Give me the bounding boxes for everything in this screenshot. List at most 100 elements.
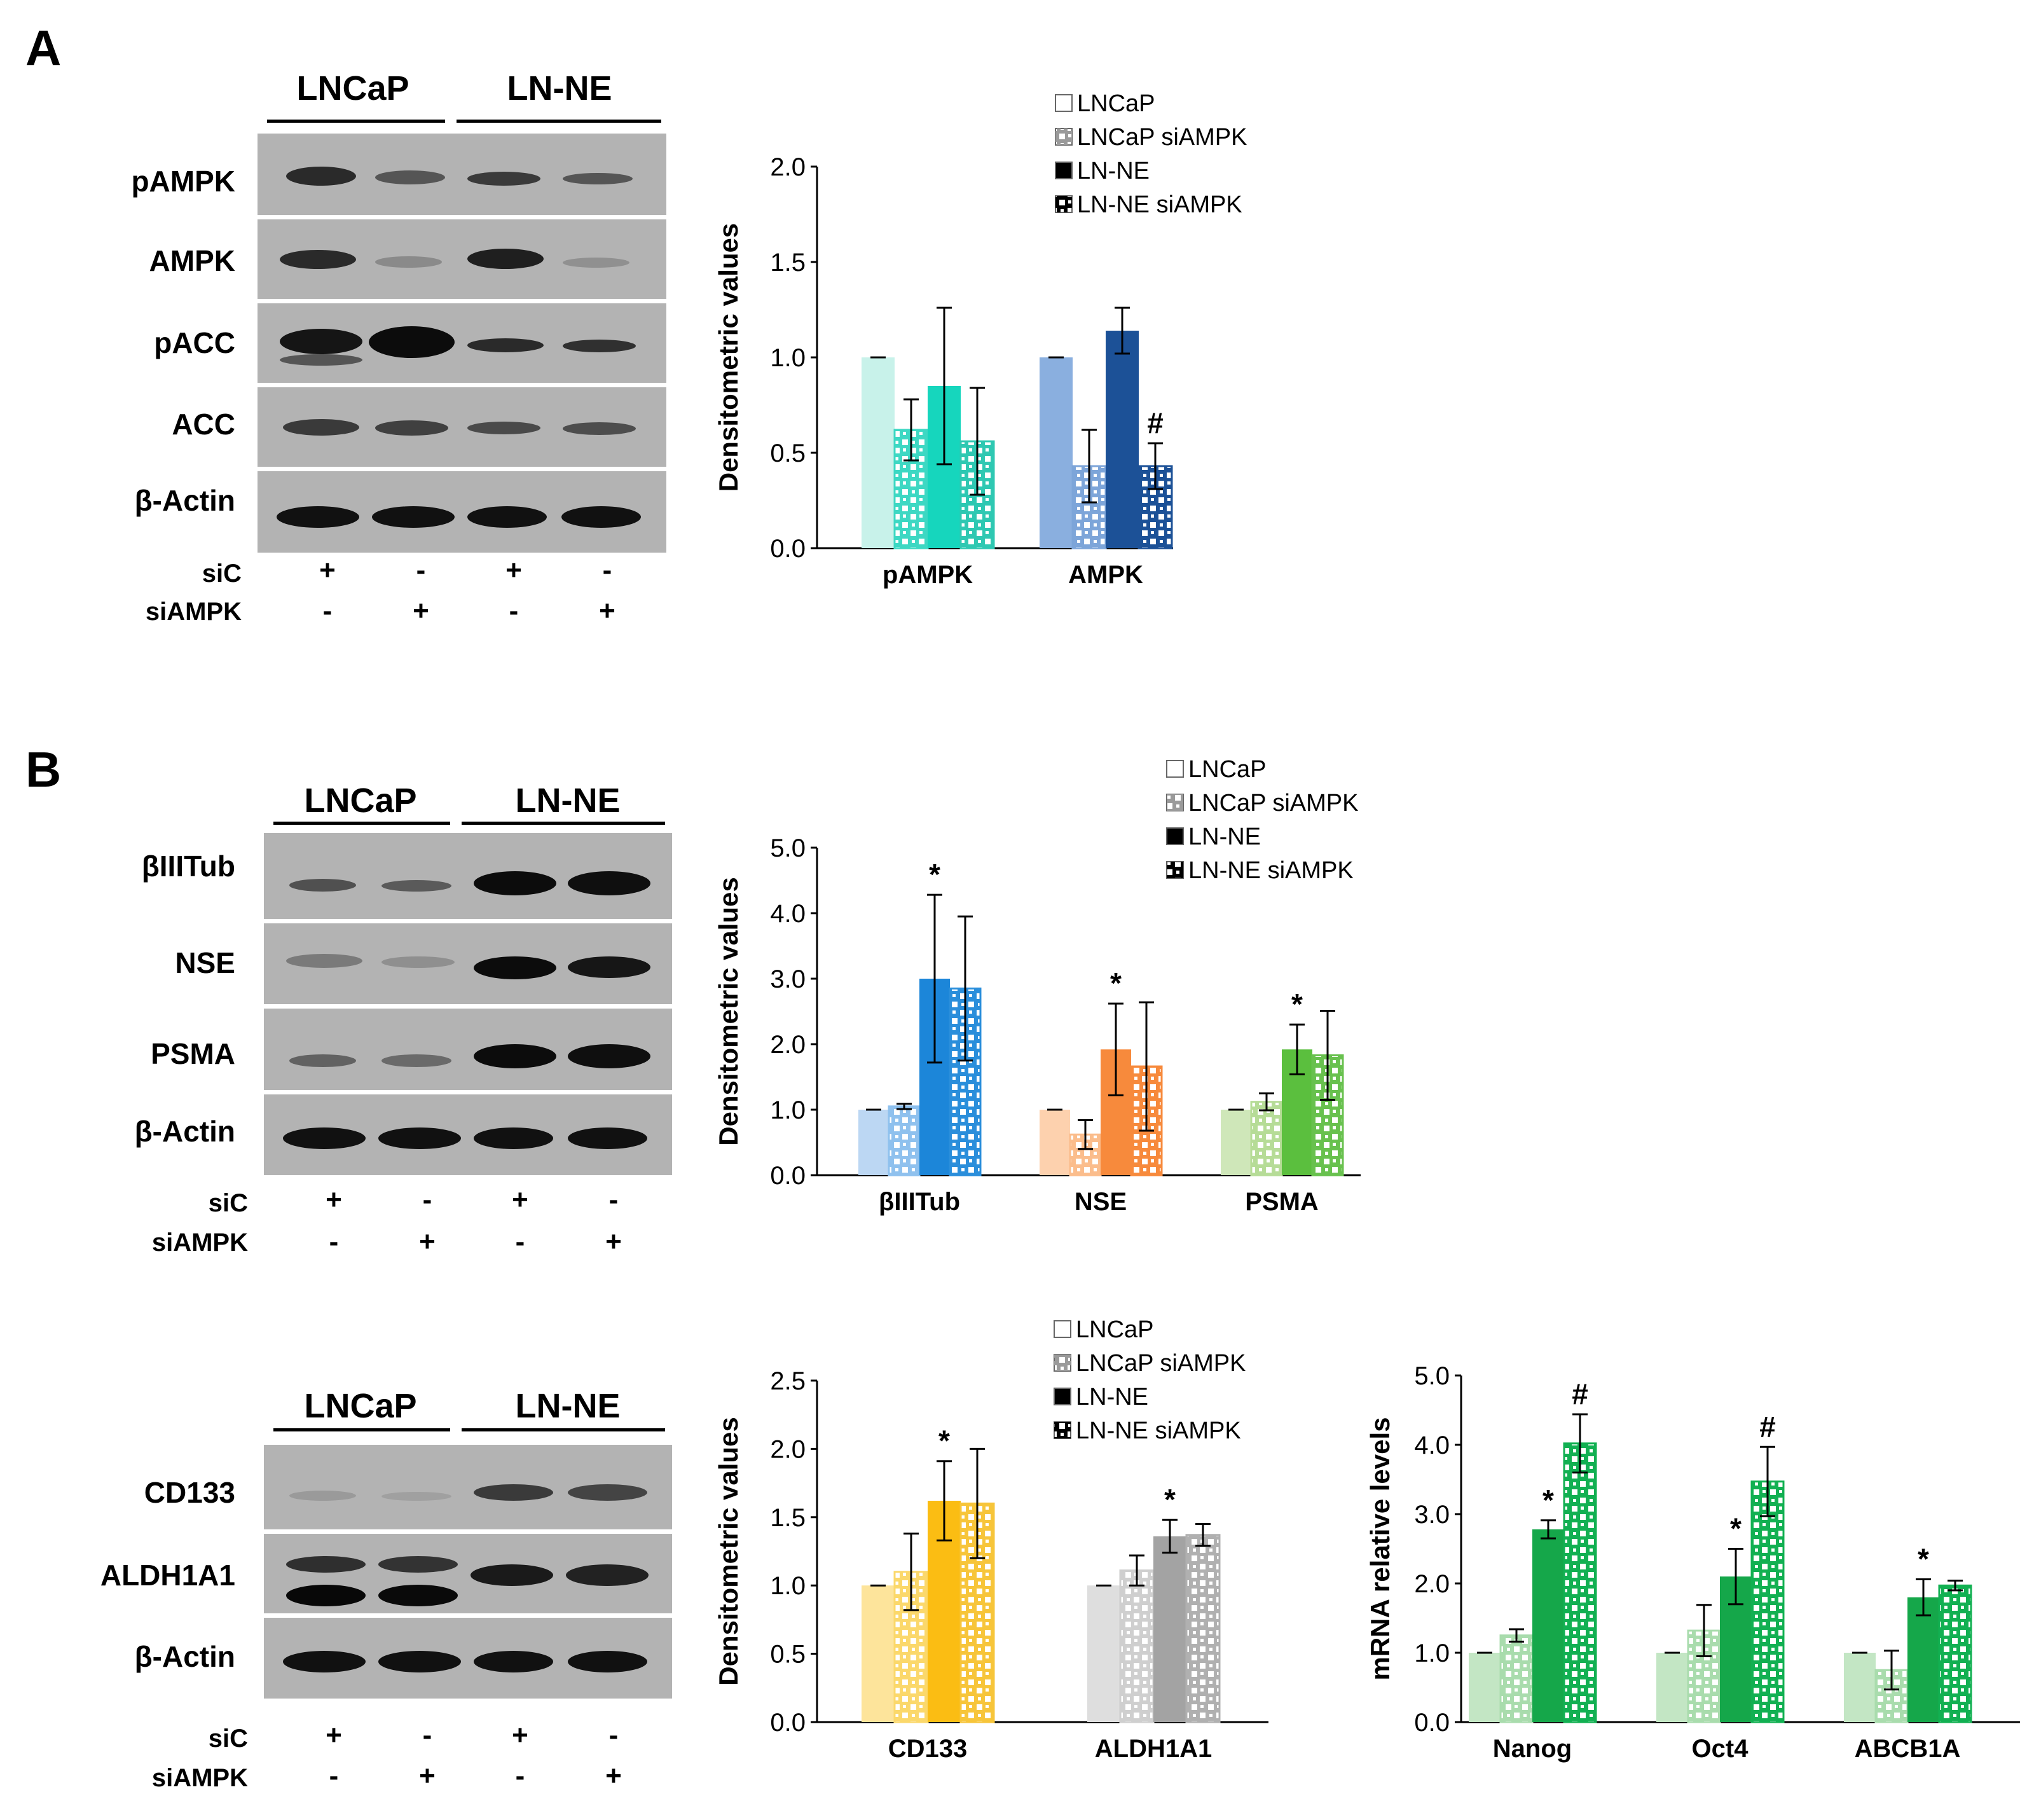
legend-swatch-pattern (1054, 1422, 1071, 1438)
bar (1907, 1597, 1939, 1722)
legend-label: LN-NE (1077, 158, 1150, 184)
bar (1221, 1110, 1251, 1175)
sign: + (326, 1720, 342, 1751)
blot-strip-bactin (264, 1094, 672, 1175)
y-axis-title: Densitometric values (713, 877, 743, 1146)
x-category-label: ABCB1A (1855, 1735, 1961, 1763)
sign: + (419, 1226, 436, 1257)
group-underline (273, 1428, 450, 1431)
x-category-label: CD133 (888, 1735, 968, 1763)
group-underline (462, 822, 665, 825)
y-tick-label: 1.0 (770, 1572, 806, 1600)
band-label: NSE (175, 946, 235, 979)
legend-swatch (1166, 827, 1184, 845)
condition-label-sic: siC (202, 560, 242, 588)
panel-letter-b: B (25, 741, 62, 797)
bar (1532, 1529, 1564, 1722)
group-underline (457, 120, 661, 123)
y-tick-label: 1.0 (1414, 1639, 1450, 1667)
band-label: pAMPK (131, 165, 235, 198)
bar (1040, 1110, 1070, 1175)
sign: - (329, 1226, 339, 1257)
significance-mark: # (1759, 1410, 1776, 1443)
panel-letter-a: A (25, 20, 62, 76)
x-category-label: pAMPK (883, 561, 973, 589)
legend-swatch-pattern (1055, 128, 1072, 145)
legend-label: LNCaP siAMPK (1188, 790, 1359, 817)
bar (1186, 1534, 1220, 1722)
y-tick-label: 4.0 (1414, 1431, 1450, 1459)
legend-swatch (1054, 1320, 1071, 1338)
legend-label: LNCaP (1077, 90, 1155, 117)
significance-mark: * (929, 858, 940, 891)
y-axis-title: mRNA relative levels (1365, 1417, 1395, 1681)
blot-strip-ampk (258, 219, 666, 299)
legend-label: LN-NE (1188, 824, 1261, 850)
y-axis-title: Densitometric values (713, 1417, 743, 1686)
group-underline (267, 120, 445, 123)
legend-swatch-pattern (1055, 196, 1072, 212)
y-tick-label: 1.0 (770, 344, 806, 372)
bar (1251, 1101, 1282, 1175)
band-label: β-Actin (134, 1115, 235, 1148)
y-tick-label: 2.0 (770, 153, 806, 181)
legend-label: LN-NE (1076, 1384, 1148, 1410)
bar (1501, 1635, 1532, 1722)
bar (1656, 1653, 1688, 1722)
y-tick-label: 3.0 (770, 965, 806, 993)
band-label: CD133 (144, 1476, 235, 1509)
sign: + (605, 1226, 622, 1257)
significance-mark: # (1572, 1377, 1588, 1410)
significance-mark: # (1147, 406, 1164, 439)
x-category-label: βIIITub (879, 1188, 960, 1216)
group-header-lnne: LN-NE (515, 782, 621, 820)
group-header-lncap: LNCaP (296, 69, 409, 107)
legend-swatch (1166, 760, 1184, 778)
significance-mark: * (1110, 967, 1122, 1000)
bar (1120, 1570, 1153, 1722)
legend-swatch-pattern (1167, 794, 1183, 811)
legend-label: LNCaP siAMPK (1076, 1350, 1246, 1377)
condition-label-sic: siC (208, 1725, 248, 1753)
sign: + (505, 555, 522, 586)
bar (889, 1106, 919, 1175)
group-header-lncap: LNCaP (304, 782, 417, 820)
band-label: β-Actin (134, 484, 235, 517)
bar (1939, 1585, 1971, 1722)
y-tick-label: 0.5 (770, 439, 806, 467)
significance-mark: * (1542, 1484, 1554, 1517)
condition-label-siampk: siAMPK (151, 1229, 248, 1257)
legend-swatch (1055, 162, 1073, 179)
y-tick-label: 0.5 (770, 1641, 806, 1669)
blot-strip-bactin (258, 471, 666, 553)
x-category-label: AMPK (1068, 561, 1143, 589)
sign: - (602, 555, 612, 586)
sign: - (329, 1760, 339, 1791)
y-tick-label: 0.0 (770, 1709, 806, 1737)
sign: - (608, 1720, 619, 1751)
bar (862, 357, 895, 548)
group-header-lncap: LNCaP (304, 1387, 417, 1425)
y-tick-label: 1.0 (770, 1096, 806, 1124)
blot-strip-aldh1a1 (264, 1534, 672, 1613)
y-tick-label: 2.0 (770, 1435, 806, 1463)
x-category-label: NSE (1075, 1188, 1127, 1216)
y-tick-label: 5.0 (1414, 1362, 1450, 1390)
x-category-label: Oct4 (1692, 1735, 1749, 1763)
bar (1106, 331, 1139, 548)
significance-mark: * (938, 1424, 950, 1458)
group-header-lnne: LN-NE (515, 1387, 621, 1425)
band-label: β-Actin (134, 1640, 235, 1673)
legend-swatch-pattern (1054, 1355, 1071, 1371)
y-tick-label: 1.5 (770, 249, 806, 277)
band-label: PSMA (151, 1037, 235, 1070)
sign: + (512, 1184, 528, 1215)
legend-label: LN-NE siAMPK (1076, 1417, 1241, 1444)
band-label: βIIITub (141, 850, 235, 883)
sign: - (416, 555, 426, 586)
sign: + (419, 1760, 436, 1791)
legend-label: LNCaP (1188, 756, 1267, 783)
legend-swatch (1055, 94, 1073, 112)
